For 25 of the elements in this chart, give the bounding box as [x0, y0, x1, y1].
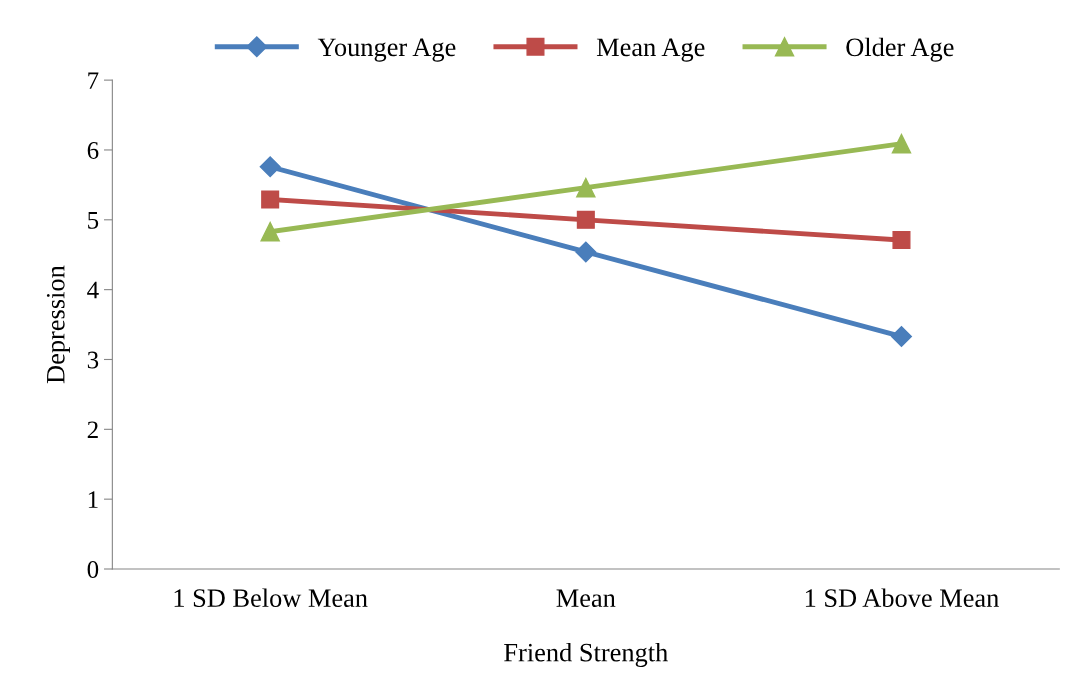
y-tick-label: 6 — [87, 142, 99, 159]
y-tick-label: 4 — [87, 281, 99, 299]
x-tick-label: 1 SD Above Mean — [805, 588, 999, 608]
y-axis-title: Depression — [46, 265, 70, 384]
y-tick-label: 2 — [87, 421, 98, 438]
point — [261, 190, 280, 209]
point — [891, 133, 912, 154]
x-tick-label: 1 SD Below Mean — [174, 588, 368, 608]
y-tick-label: 5 — [88, 212, 99, 229]
y-tick-label: 1 — [88, 491, 98, 508]
legend-label: Younger Age — [317, 38, 456, 62]
y-tick-label: 7 — [88, 72, 99, 89]
x-tick-label: Mean — [556, 589, 616, 608]
y-tick-label: 0 — [87, 561, 99, 578]
point — [259, 156, 281, 178]
point — [575, 241, 597, 263]
legend-label: Older Age — [846, 37, 954, 62]
point — [576, 210, 595, 229]
point — [892, 231, 911, 250]
legend-label: Mean Age — [596, 38, 705, 62]
point — [260, 221, 280, 242]
x-axis-title: Friend Strength — [504, 642, 668, 667]
point — [890, 325, 912, 347]
y-tick-label: 3 — [87, 351, 99, 369]
point — [576, 177, 596, 198]
